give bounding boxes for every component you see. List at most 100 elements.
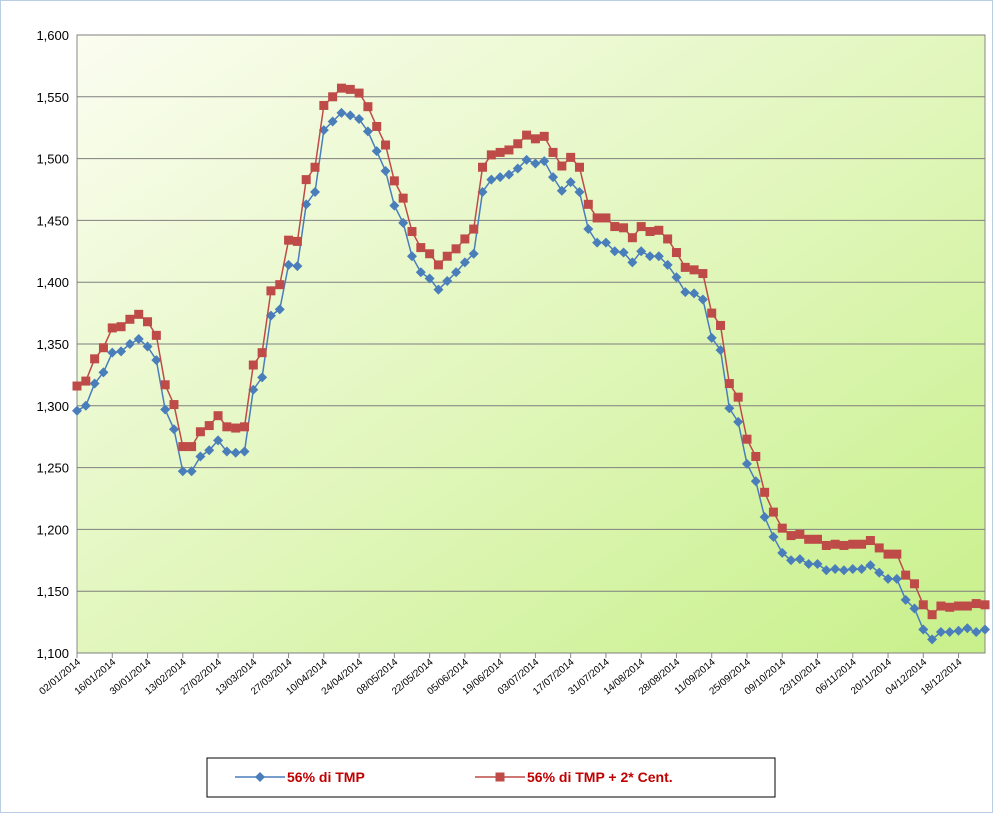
square-marker (804, 534, 814, 544)
diamond-marker (230, 447, 241, 458)
square-marker (292, 236, 302, 246)
diamond-marker (856, 563, 867, 574)
diamond-marker (715, 345, 726, 356)
diamond-marker (636, 246, 647, 257)
square-marker (204, 421, 214, 431)
diamond-marker (468, 248, 479, 259)
diamond-marker (574, 186, 585, 197)
diamond-marker (697, 294, 708, 305)
square-marker (892, 549, 902, 559)
diamond-marker (283, 259, 294, 270)
square-marker (742, 434, 752, 444)
square-marker (707, 308, 717, 318)
square-marker (530, 134, 540, 144)
square-marker (751, 451, 761, 461)
diamond-marker (900, 594, 911, 605)
diamond-marker (451, 267, 462, 278)
square-marker (433, 260, 443, 270)
diamond-marker (168, 424, 179, 435)
square-marker (671, 248, 681, 258)
square-marker (363, 102, 373, 112)
square-marker (213, 411, 223, 421)
square-marker (389, 176, 399, 186)
diamond-marker (107, 347, 118, 358)
square-marker (231, 423, 241, 433)
diamond-marker (327, 116, 338, 127)
square-marker (716, 320, 726, 330)
square-marker (548, 147, 558, 157)
diamond-marker (627, 257, 638, 268)
diamond-marker (424, 273, 435, 284)
diamond-marker (786, 555, 797, 566)
diamond-marker (618, 247, 629, 258)
square-marker (345, 84, 355, 94)
diamond-marker (274, 304, 285, 315)
diamond-marker (583, 224, 594, 235)
diamond-marker (609, 246, 620, 257)
square-marker (442, 251, 452, 261)
square-marker (592, 213, 602, 223)
diamond-marker (221, 446, 232, 457)
diamond-marker (927, 634, 938, 645)
diamond-marker (838, 565, 849, 576)
diamond-marker (768, 531, 779, 542)
diamond-marker (151, 355, 162, 366)
y-tick-label: 1,100 (36, 646, 69, 661)
square-marker (160, 380, 170, 390)
square-marker (698, 269, 708, 279)
diamond-marker (724, 403, 735, 414)
diamond-marker (195, 451, 206, 462)
square-marker (663, 234, 673, 244)
diamond-marker (750, 476, 761, 487)
square-marker (795, 529, 805, 539)
diamond-marker (433, 284, 444, 295)
square-marker (760, 487, 770, 497)
series (72, 83, 990, 620)
diamond-marker (680, 287, 691, 298)
diamond-marker (821, 565, 832, 576)
diamond-marker (662, 259, 673, 270)
square-marker (689, 265, 699, 275)
y-tick-label: 1,200 (36, 522, 69, 537)
diamond-marker (255, 772, 265, 782)
y-tick-label: 1,600 (36, 28, 69, 43)
square-marker (768, 507, 778, 517)
square-marker (980, 600, 990, 610)
diamond-marker (944, 626, 955, 637)
square-marker (125, 314, 135, 324)
square-marker (151, 330, 161, 340)
square-marker (901, 570, 911, 580)
diamond-marker (72, 405, 82, 416)
square-marker (195, 427, 205, 437)
diamond-marker (292, 261, 303, 272)
square-marker (610, 222, 620, 232)
diamond-marker (512, 163, 523, 174)
diamond-marker (600, 237, 611, 248)
square-marker (143, 317, 153, 327)
square-marker (954, 601, 964, 611)
diamond-marker (80, 400, 91, 411)
diamond-marker (759, 512, 770, 523)
square-marker (813, 534, 823, 544)
square-marker (654, 225, 664, 235)
diamond-marker (847, 563, 858, 574)
square-marker (865, 536, 875, 546)
diamond-marker (689, 288, 700, 299)
square-marker (495, 772, 505, 782)
square-marker (962, 601, 972, 611)
diamond-marker (186, 466, 197, 477)
square-marker (72, 381, 82, 391)
y-tick-label: 1,150 (36, 584, 69, 599)
square-marker (336, 83, 346, 93)
square-marker (583, 199, 593, 209)
square-marker (222, 422, 232, 432)
square-marker (777, 523, 787, 533)
square-marker (619, 223, 629, 233)
diamond-marker (98, 367, 109, 378)
y-tick-label: 1,450 (36, 213, 69, 228)
diamond-marker (883, 573, 894, 584)
square-marker (821, 540, 831, 550)
square-marker (460, 234, 470, 244)
square-marker (680, 262, 690, 272)
diamond-marker (865, 560, 876, 571)
